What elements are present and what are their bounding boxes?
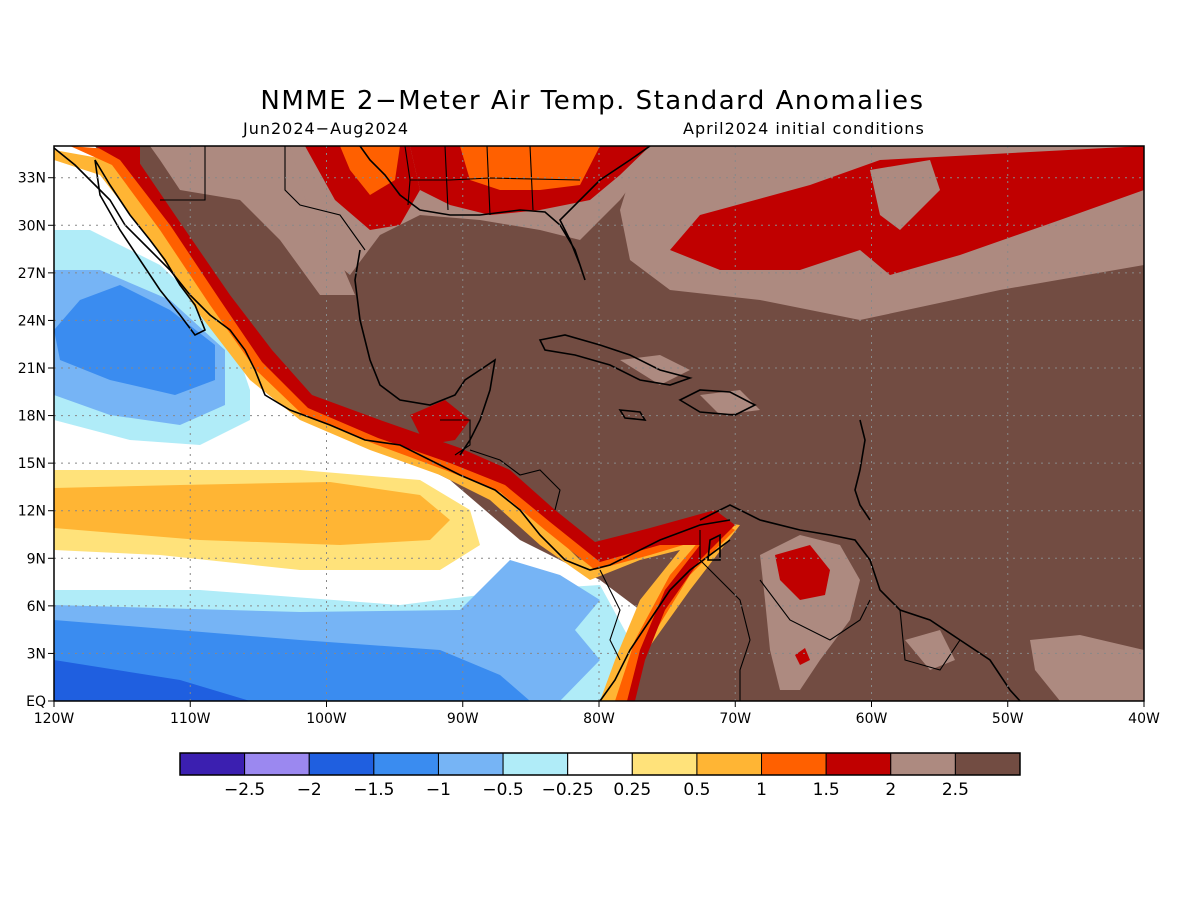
colorbar-label: 0.25 [613,780,651,800]
colorbar-swatch [308,752,375,776]
field-strongest-texas [340,146,400,195]
lat-tick-label: 21N [18,361,46,377]
colorbar-swatch [567,752,633,776]
coastlines [53,145,1021,702]
colorbar-label: −1.5 [353,780,394,800]
lat-tick-label: EQ [26,694,46,710]
colorbar-swatch [890,752,956,776]
field-coastal-hot [95,146,735,701]
initial-conditions: April2024 initial conditions [683,119,925,138]
colorbar-label: −2 [297,780,322,800]
lat-tick-label: 27N [18,266,46,282]
colorbar-label: −2.5 [224,780,265,800]
colorbar [179,752,1021,776]
lat-tick-label: 30N [18,218,46,234]
field-strong-california [120,146,140,175]
field-hot-cuba [620,355,690,385]
colorbar-swatch [954,752,1021,776]
field-strongest-southeast [460,146,600,190]
lon-tick-label: 60W [856,711,888,727]
colorbar-label: 1.5 [813,780,840,800]
field-coastal-warm [54,150,740,701]
colorbar-swatch [502,752,569,776]
lon-tick-label: 80W [583,711,615,727]
colorbar-label: −0.25 [542,780,594,800]
field-warm-medium-band [54,482,450,545]
lon-tick-label: 50W [992,711,1024,727]
forecast-period: Jun2024−Aug2024 [243,119,410,138]
lon-tick-label: 100W [306,711,347,727]
latitude-ticks: 33N 30N 27N 24N 21N 18N 15N 12N 9N 6N 3N EQ [18,171,54,710]
colorbar-labels: −2.5 −2 −1.5 −1 −0.5 −0.25 0.25 0.5 1 1.5 2 2.5 [224,780,969,800]
colorbar-label: −0.5 [482,780,523,800]
colorbar-frame [179,752,1021,776]
field-cool-stronger-south [54,660,250,701]
field-neutral [54,146,640,701]
colorbar-swatch [437,752,504,776]
colorbar-label: 0.5 [683,780,710,800]
anomaly-field [54,146,1144,701]
colorbar-swatch [761,752,827,776]
colorbar-swatch [179,752,246,776]
colorbar-label: 2.5 [942,780,969,800]
colorbar-swatch [631,752,698,776]
longitude-ticks: 120W 110W 100W 90W 80W 70W 60W 50W 40W [34,701,1160,727]
colorbar-swatch [244,752,310,776]
field-strong-venezuela [775,545,830,600]
field-hot-brazil [1030,635,1144,701]
field-hot-hispaniola [700,390,760,415]
political-borders [160,145,961,701]
lon-tick-label: 70W [719,711,751,727]
colorbar-label: −1 [426,780,451,800]
field-strong-amazon [795,648,810,665]
colorbar-label: 1 [756,780,767,800]
map-title: NMME 2−Meter Air Temp. Standard Anomalie… [260,86,925,116]
lon-tick-label: 90W [447,711,479,727]
lat-tick-label: 6N [27,599,46,615]
lat-tick-label: 3N [27,646,46,662]
lat-tick-label: 9N [27,551,46,567]
lat-tick-label: 24N [18,313,46,329]
colorbar-swatch [696,752,763,776]
colorbar-swatch [373,752,439,776]
colorbar-label: 2 [885,780,896,800]
graticule [54,146,1144,701]
lon-tick-label: 40W [1128,711,1160,727]
lat-tick-label: 33N [18,171,46,187]
lat-tick-label: 12N [18,504,46,520]
lat-tick-label: 15N [18,456,46,472]
lon-tick-label: 110W [170,711,211,727]
field-strong-yucatan [410,400,470,445]
field-hot-guiana [905,630,955,670]
lon-tick-label: 120W [34,711,75,727]
colorbar-swatch [825,752,892,776]
lat-tick-label: 18N [18,409,46,425]
